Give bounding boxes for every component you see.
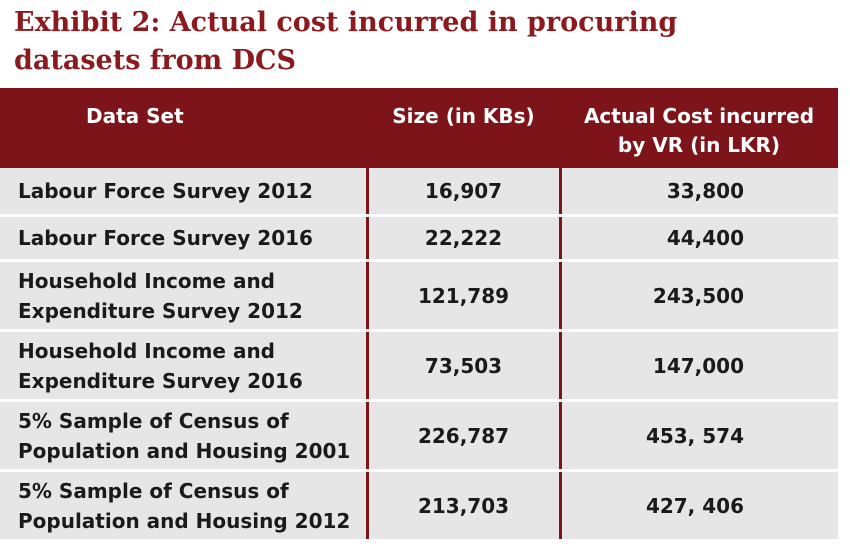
row-size: 213,703 [367, 470, 562, 542]
row-data-set: 5% Sample of Census of Population and Ho… [0, 400, 369, 472]
row-cost: 243,500 [560, 260, 838, 332]
table-header: Data Set Size (in KBs) Actual Cost incur… [0, 88, 838, 168]
cost-table: Data Set Size (in KBs) Actual Cost incur… [0, 88, 838, 542]
row-size: 16,907 [367, 168, 562, 217]
row-cost: 147,000 [560, 330, 838, 402]
row-cost: 453, 574 [560, 400, 838, 472]
row-size: 226,787 [367, 400, 562, 472]
row-cost: 427, 406 [560, 470, 838, 542]
row-cost: 33,800 [560, 168, 838, 217]
header-data-set: Data Set [0, 88, 367, 168]
table-row: Labour Force Survey 2016 22,222 44,400 [0, 215, 838, 262]
cost-table-container: Data Set Size (in KBs) Actual Cost incur… [0, 88, 838, 544]
row-cost: 44,400 [560, 215, 838, 262]
row-data-set: Labour Force Survey 2016 [0, 215, 369, 262]
row-size: 121,789 [367, 260, 562, 332]
header-row: Data Set Size (in KBs) Actual Cost incur… [0, 88, 838, 168]
row-data-set: Labour Force Survey 2012 [0, 168, 369, 217]
exhibit-title: Exhibit 2: Actual cost incurred in procu… [14, 7, 678, 76]
table-row: Household Income and Expenditure Survey … [0, 260, 838, 332]
row-size: 73,503 [367, 330, 562, 402]
row-data-set: Household Income and Expenditure Survey … [0, 260, 369, 332]
table-body: Labour Force Survey 2012 16,907 33,800 L… [0, 168, 838, 542]
header-size: Size (in KBs) [367, 88, 560, 168]
table-row: 5% Sample of Census of Population and Ho… [0, 470, 838, 542]
row-size: 22,222 [367, 215, 562, 262]
row-data-set: Household Income and Expenditure Survey … [0, 330, 369, 402]
row-data-set: 5% Sample of Census of Population and Ho… [0, 470, 369, 542]
table-row: Labour Force Survey 2012 16,907 33,800 [0, 168, 838, 217]
table-row: 5% Sample of Census of Population and Ho… [0, 400, 838, 472]
table-row: Household Income and Expenditure Survey … [0, 330, 838, 402]
header-cost: Actual Cost incurred by VR (in LKR) [560, 88, 838, 168]
